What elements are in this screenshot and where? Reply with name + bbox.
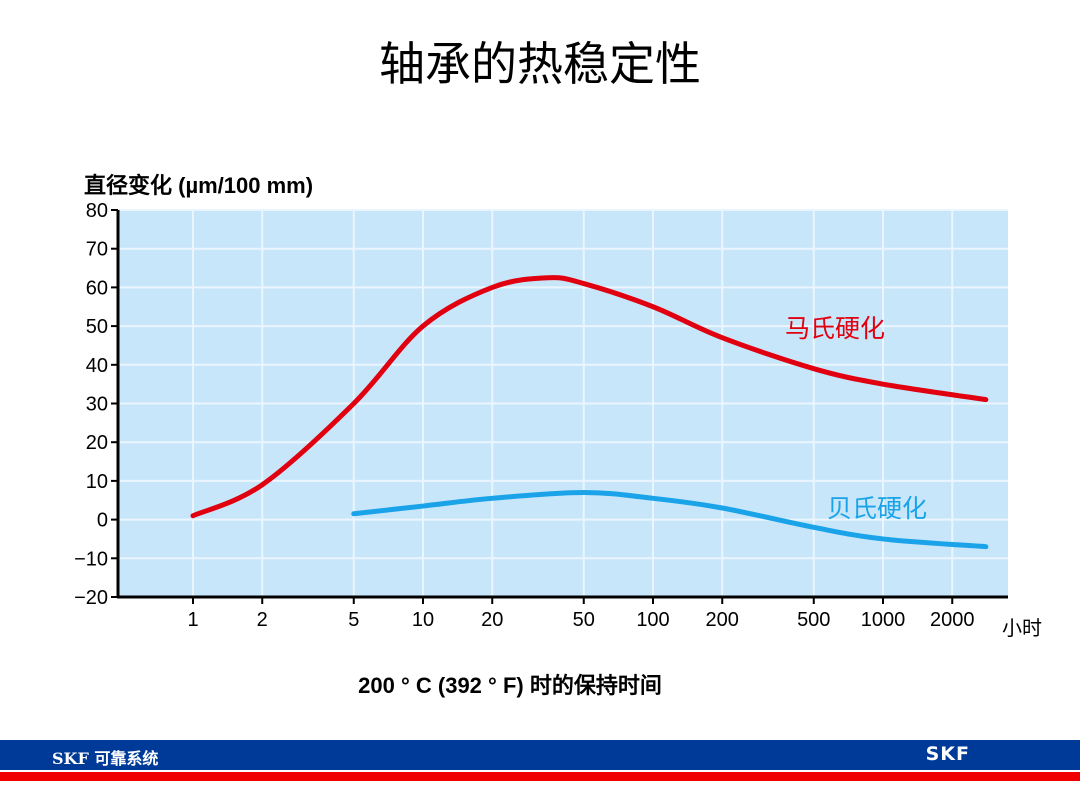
slide-title: 轴承的热稳定性 [379,37,701,91]
series-line-2 [351,490,989,550]
y-tick-label: 30 [86,394,108,416]
y-tick-label: 80 [86,200,108,222]
y-tick-label: −10 [74,548,108,570]
x-tick-label: 500 [797,609,830,631]
x-tick-label: 2000 [930,609,975,631]
x-tick-label: 200 [706,609,739,631]
y-tick-label: 0 [97,510,108,532]
x-tick-label: 10 [412,609,434,631]
series-label-2: 贝氏硬化 [827,494,927,523]
series-label-1: 马氏硬化 [785,314,885,343]
y-tick-label: 40 [86,355,108,377]
x-axis-unit: 小时 [1002,618,1042,640]
chart: −20 −10 0 10 20 30 40 50 60 70 80 1 2 5 10 20 50 100 200 50… [74,200,1008,631]
x-tick-label: 1 [187,609,198,631]
series-line-1 [190,275,989,519]
x-tick-label: 5 [348,609,359,631]
footer-text: SKF 可靠系统 [52,749,159,768]
y-tick-label: 70 [86,239,108,261]
y-tick-label: 60 [86,277,108,299]
y-tick-label: 20 [86,432,108,454]
y-tick-label: 50 [86,316,108,338]
footer-red-stripe [0,772,1080,781]
x-tick-label: 100 [636,609,669,631]
x-axis-label: 200 ° C (392 ° F) 时的保持时间 [358,673,662,698]
y-axis-label: 直径变化 (µm/100 mm) [84,173,314,198]
x-tick-label: 50 [573,609,595,631]
footer-bar: SKF 可靠系统 SKF [0,740,1080,770]
x-tick-label: 20 [481,609,503,631]
x-tick-label: 2 [257,609,268,631]
y-tick-label: 10 [86,471,108,493]
skf-logo: SKF [925,743,970,765]
y-tick-label: −20 [74,587,108,609]
x-tick-label: 1000 [861,609,906,631]
